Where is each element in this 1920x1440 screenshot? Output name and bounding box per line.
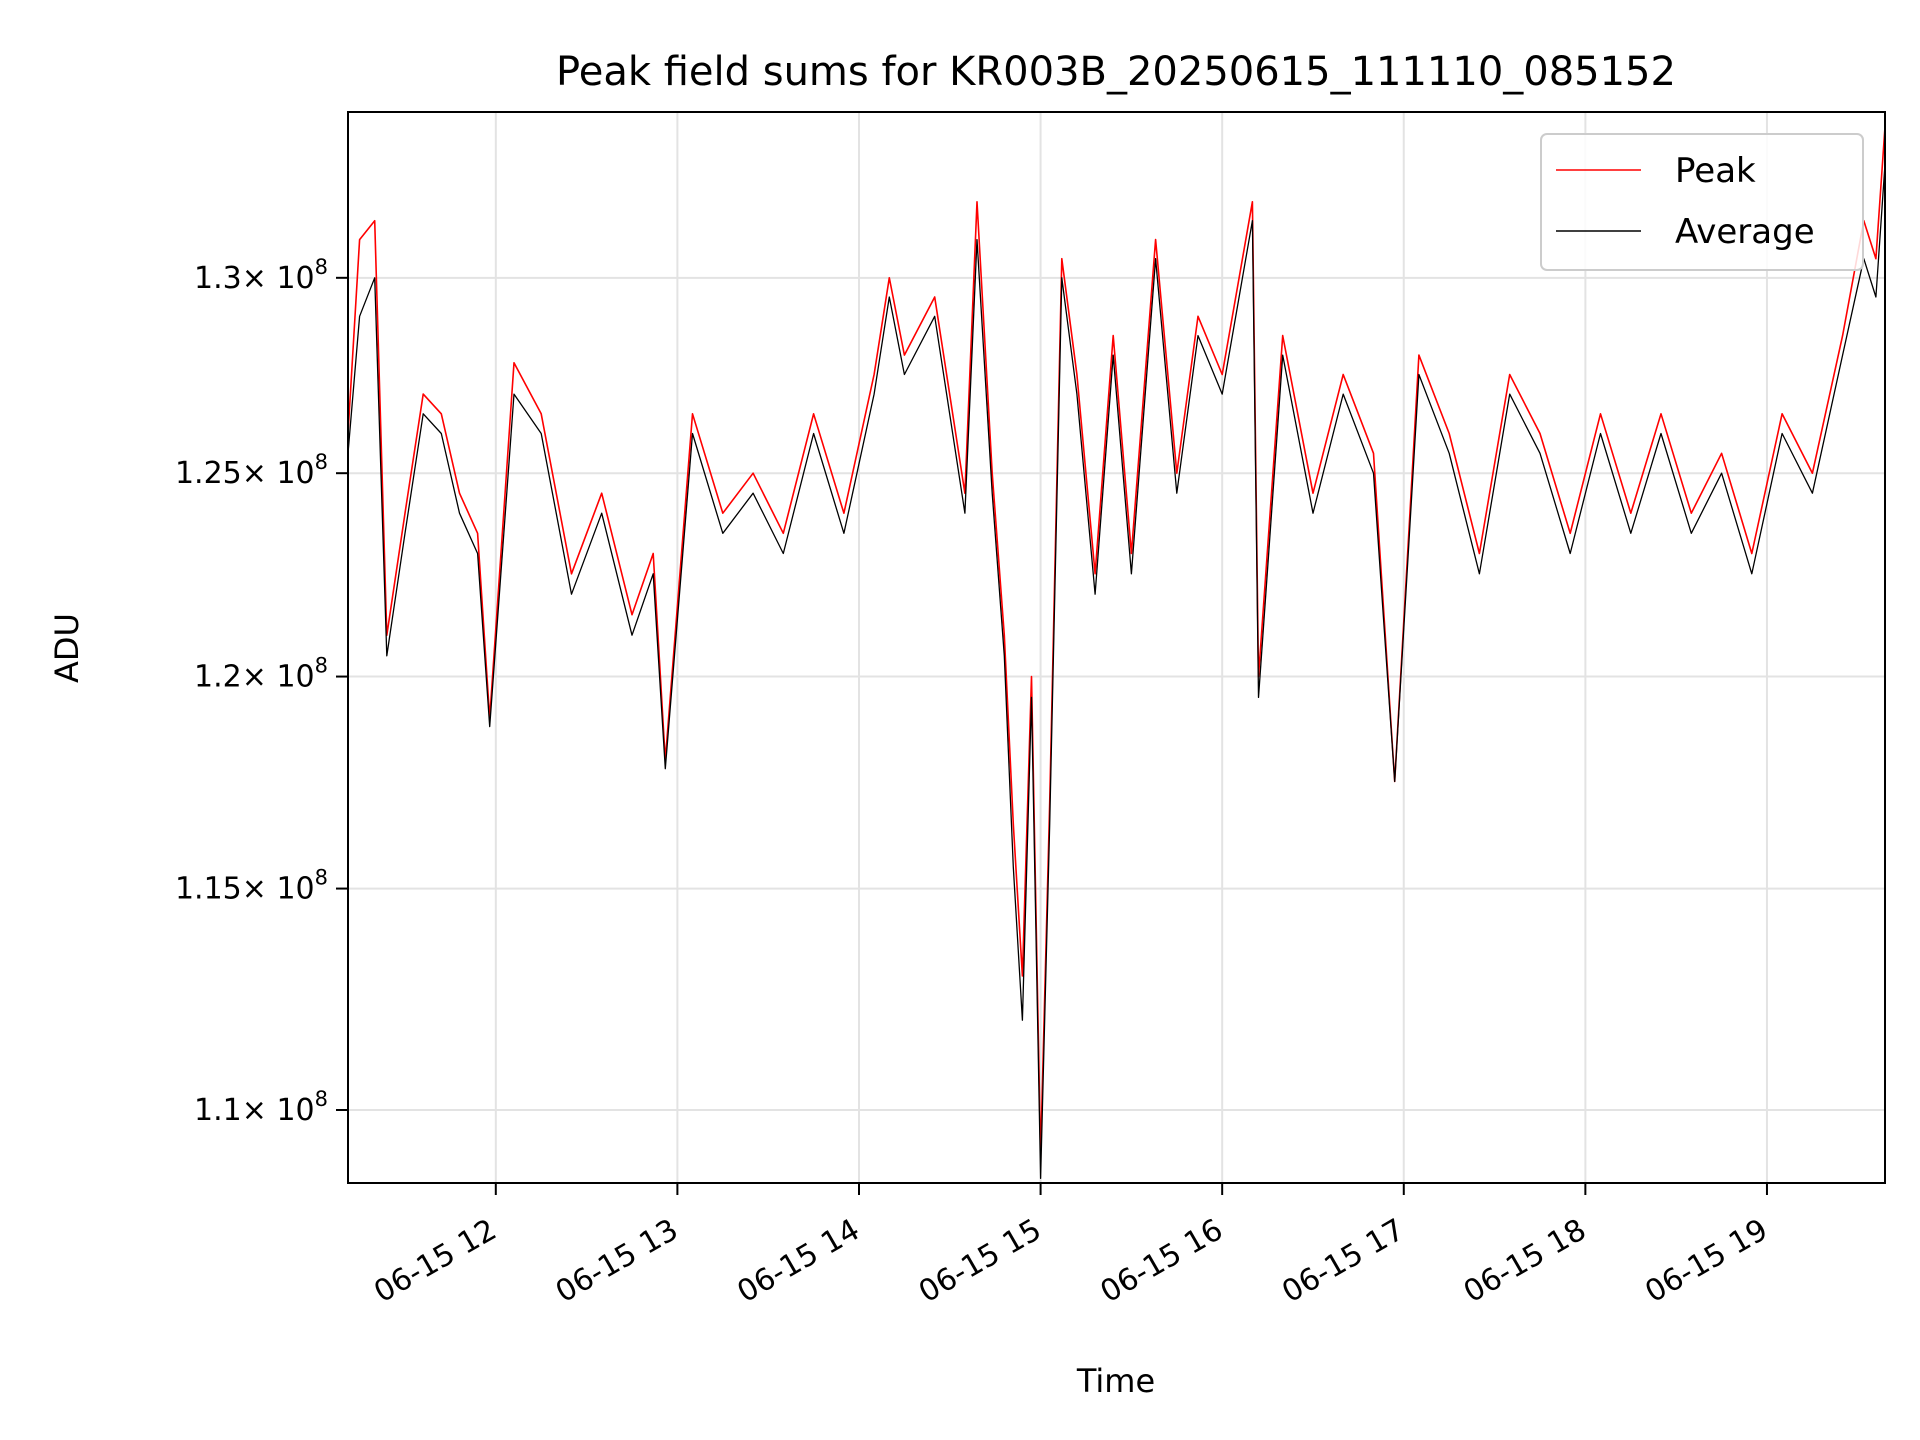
y-tick-label: 1.25× 108 [175, 450, 328, 491]
y-tick-mantissa: 1.25 [175, 456, 242, 491]
legend-box [1540, 133, 1864, 271]
y-tick-label: 1.15× 108 [175, 866, 328, 907]
y-tick-label: 1.1× 108 [194, 1087, 328, 1128]
y-tick-multiplier: × 10 [242, 1093, 315, 1128]
plot-frame [347, 111, 1886, 1184]
y-tick-label: 1.3× 108 [194, 255, 328, 296]
y-tick-multiplier: × 10 [242, 456, 315, 491]
y-tick-multiplier: × 10 [242, 872, 315, 907]
y-tick-mantissa: 1.2 [194, 660, 242, 695]
legend-label-average: Average [1675, 212, 1815, 252]
y-tick-exponent: 8 [315, 450, 328, 474]
legend-label-peak: Peak [1675, 151, 1756, 191]
grid [348, 112, 1885, 1183]
series-layer [347, 126, 1886, 1180]
y-tick-mantissa: 1.3 [194, 261, 242, 296]
y-tick-mantissa: 1.1 [194, 1093, 242, 1128]
y-tick-exponent: 8 [315, 1087, 328, 1111]
series-line-average [347, 164, 1886, 1180]
y-tick-mantissa: 1.15 [175, 872, 242, 907]
x-axis-label: Time [1076, 1362, 1155, 1400]
y-axis-label: ADU [48, 613, 86, 683]
y-tick-multiplier: × 10 [242, 261, 315, 296]
y-tick-multiplier: × 10 [242, 660, 315, 695]
plot-area [348, 112, 1885, 1183]
y-tick-label: 1.2× 108 [194, 654, 328, 695]
legend: Peak Average [1540, 133, 1864, 271]
y-tick-exponent: 8 [315, 255, 328, 279]
y-tick-exponent: 8 [315, 866, 328, 890]
chart-title: Peak field sums for KR003B_20250615_1111… [556, 49, 1676, 95]
y-tick-exponent: 8 [315, 654, 328, 678]
